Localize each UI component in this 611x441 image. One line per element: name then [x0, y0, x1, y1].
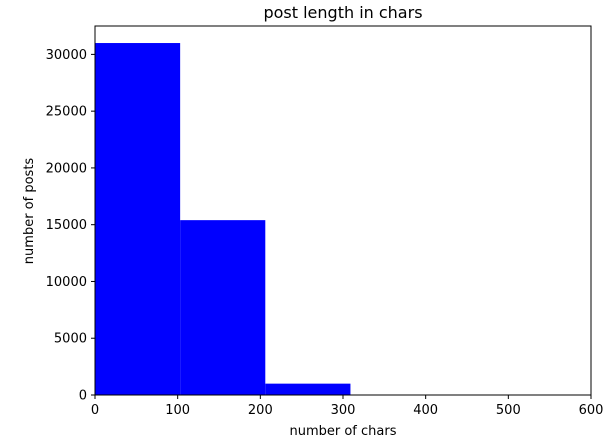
bars-group	[95, 43, 351, 396]
y-tick-label: 20000	[46, 161, 87, 176]
x-tick-label: 500	[496, 403, 521, 418]
chart-title: post length in chars	[263, 3, 422, 22]
x-tick-label: 600	[579, 403, 604, 418]
y-tick-label: 5000	[54, 332, 87, 347]
x-tick-label: 100	[165, 403, 190, 418]
x-tick-label: 0	[91, 403, 99, 418]
x-tick-label: 300	[331, 403, 356, 418]
histogram-bar-2	[180, 220, 266, 395]
x-tick-label: 400	[413, 403, 438, 418]
plot-frame	[94, 25, 592, 396]
y-tick-label: 0	[79, 389, 87, 404]
histogram-bar-1	[95, 43, 181, 396]
histogram-bar-3	[265, 383, 351, 395]
y-axis-label: number of posts	[22, 158, 37, 265]
x-tick-label: 200	[248, 403, 273, 418]
y-axis-ticks: 0 5000 10000 15000 20000 25000 30000	[46, 48, 95, 404]
x-axis-label: number of chars	[289, 424, 396, 439]
y-tick-label: 15000	[46, 218, 87, 233]
x-axis-ticks: 0 100 200 300 400 500 600	[91, 395, 604, 418]
y-tick-label: 10000	[46, 275, 87, 290]
y-tick-label: 30000	[46, 48, 87, 63]
y-tick-label: 25000	[46, 105, 87, 120]
